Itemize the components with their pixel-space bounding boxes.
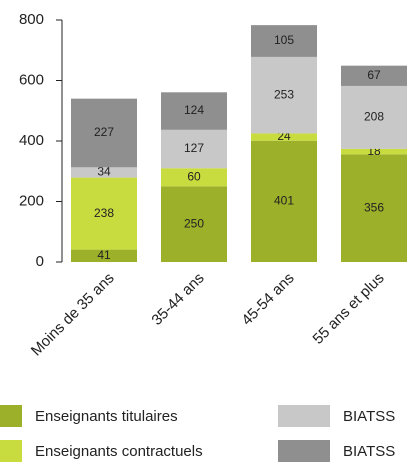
data-label: 60 [187, 169, 201, 183]
bar-segment [71, 249, 137, 262]
x-tick-label: 55 ans et plus [310, 270, 388, 348]
bar-segment [71, 98, 137, 168]
data-label: 208 [364, 110, 384, 124]
legend-swatch [278, 405, 330, 427]
legend-label: BIATSS [343, 443, 395, 460]
bar-segment [71, 177, 137, 250]
y-tick-label: 200 [19, 192, 44, 209]
x-tick-label: Moins de 35 ans [28, 270, 118, 360]
bar-segment [161, 92, 227, 130]
legend-label: Enseignants contractuels [35, 443, 203, 460]
legend-swatch [0, 405, 22, 427]
data-label: 127 [184, 141, 204, 155]
data-label: 250 [184, 216, 204, 230]
data-label: 67 [367, 68, 381, 82]
bar-segment [341, 154, 407, 262]
x-tick-label: 45-54 ans [238, 270, 297, 329]
y-tick-label: 600 [19, 71, 44, 88]
x-tick-label: 35-44 ans [148, 270, 207, 329]
data-label: 401 [274, 194, 294, 208]
y-tick-label: 800 [19, 11, 44, 28]
data-label: 105 [274, 33, 294, 47]
data-label: 238 [94, 206, 114, 220]
bar-segment [251, 140, 317, 262]
data-label: 34 [97, 165, 111, 179]
data-label: 253 [274, 87, 294, 101]
bar-segment [341, 65, 407, 86]
legend-label: BIATSS [343, 408, 395, 425]
data-label: 41 [97, 248, 111, 262]
bar-segment [341, 85, 407, 149]
legend-swatch [278, 440, 330, 462]
bar-segment [251, 25, 317, 57]
bar-segment [71, 167, 137, 178]
data-label: 124 [184, 103, 204, 117]
bar-segment [161, 186, 227, 262]
legend-swatch [0, 440, 22, 462]
data-label: 356 [364, 200, 384, 214]
bar-segment [341, 148, 407, 155]
bar-segment [251, 133, 317, 141]
bar-segment [161, 129, 227, 169]
y-tick-label: 400 [19, 132, 44, 149]
data-label: 227 [94, 125, 114, 139]
bar-segment [161, 168, 227, 187]
legend-label: Enseignants titulaires [35, 408, 178, 425]
y-tick-label: 0 [36, 253, 44, 270]
bar-segment [251, 56, 317, 134]
